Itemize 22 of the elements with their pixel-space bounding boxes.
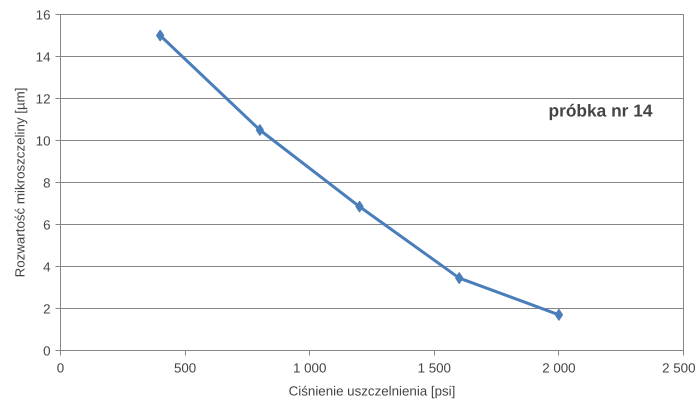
y-tick-label: 16 xyxy=(36,8,51,22)
point xyxy=(355,200,364,213)
y-tick-label: 14 xyxy=(36,50,52,64)
x-tick-label: 0 xyxy=(56,360,64,376)
y-tick-label: 0 xyxy=(43,344,51,358)
point xyxy=(156,30,164,42)
x-tick-label: 2 000 xyxy=(542,360,576,376)
y-axis-title: Rozwartość mikroszczeliny [µm] xyxy=(12,88,28,278)
x-tick-label: 1 000 xyxy=(293,360,326,376)
x-tick-label: 500 xyxy=(174,360,196,376)
x-tick-label: 2 500 xyxy=(662,360,695,376)
point xyxy=(256,124,264,136)
y-tick-label: 12 xyxy=(36,92,51,106)
x-tick-label: 1 500 xyxy=(418,360,451,376)
annotation: próbka nr 14 xyxy=(548,100,653,120)
x-axis-title: Ciśnienie uszczelnienia [psi] xyxy=(288,384,456,398)
y-tick-label: 4 xyxy=(43,260,52,274)
y-tick-label: 6 xyxy=(43,218,51,232)
y-tick-label: 10 xyxy=(36,134,51,148)
y-tick-label: 8 xyxy=(43,176,51,190)
y-tick-label: 2 xyxy=(43,302,51,316)
point xyxy=(554,308,564,321)
